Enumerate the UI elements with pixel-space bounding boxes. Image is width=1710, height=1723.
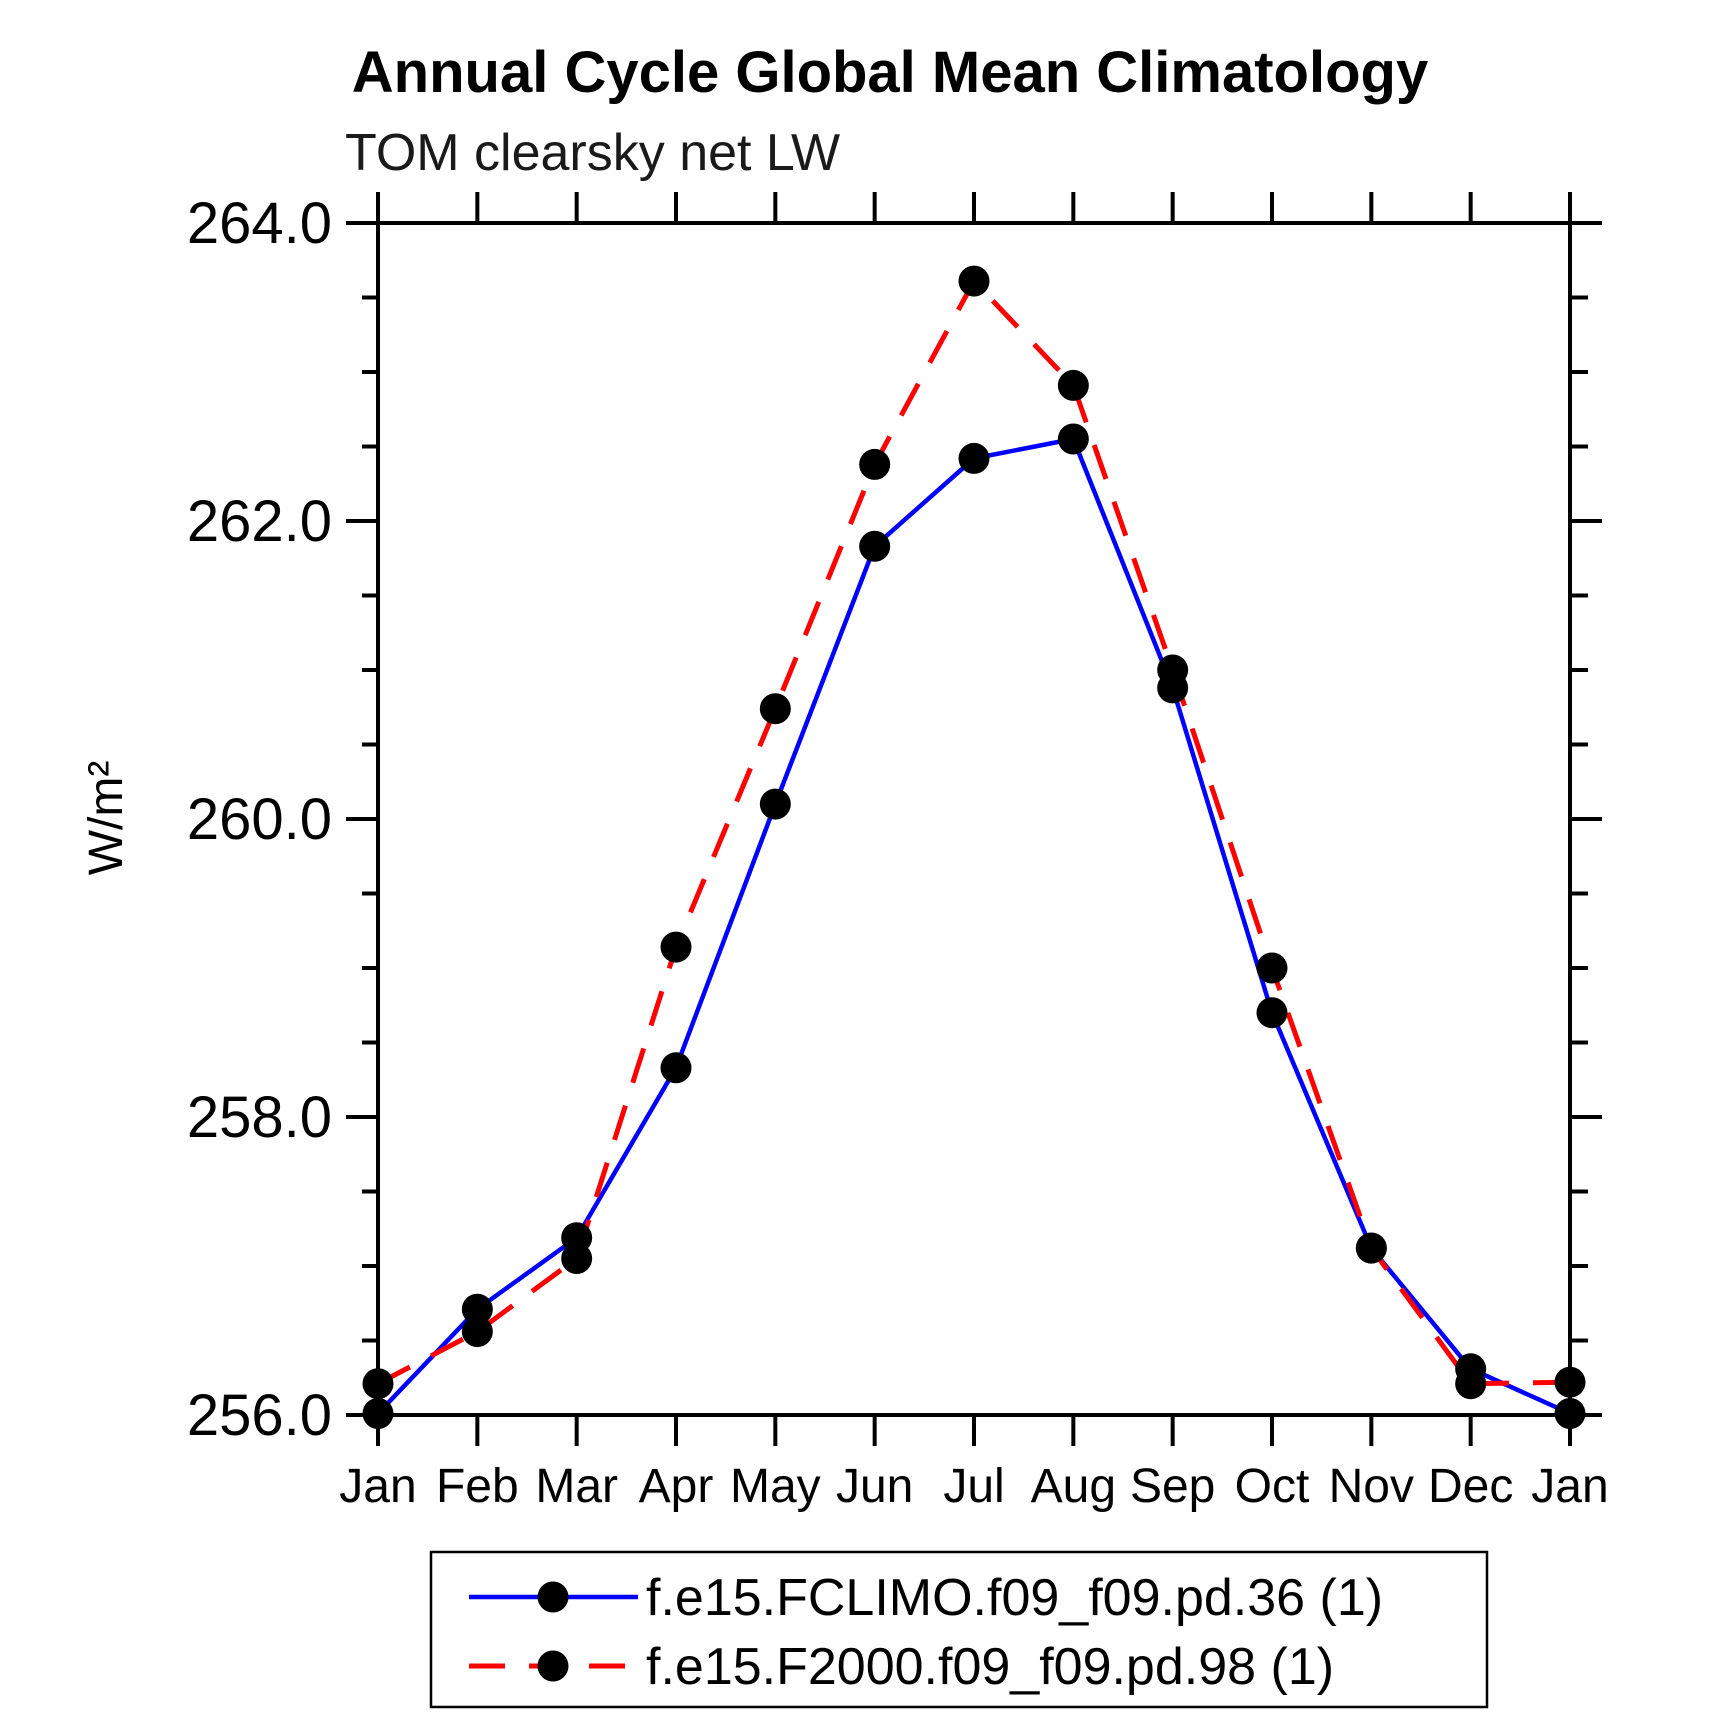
plot-border (376, 221, 1572, 1417)
data-point-marker (1455, 1368, 1487, 1400)
x-tick-label: Sep (1130, 1460, 1215, 1513)
data-point-marker (1157, 654, 1189, 686)
data-point-marker (1554, 1366, 1586, 1398)
axes (376, 221, 1572, 1417)
data-point-marker (1256, 952, 1288, 984)
x-tick-label: Jul (943, 1460, 1004, 1513)
y-tick-label: 258.0 (187, 1085, 332, 1150)
data-point-marker (759, 788, 791, 820)
y-axis-title: W/m² (80, 761, 133, 876)
x-axis-ticks: Jan Feb Mar Apr May Jun Jul Aug Sep Oct Nov Dec Jan (339, 192, 1609, 1513)
data-point-marker (461, 1316, 493, 1348)
legend-label: f.e15.FCLIMO.f09_f09.pd.36 (1) (646, 1569, 1383, 1627)
data-point-marker (958, 442, 990, 474)
x-tick-label: Dec (1428, 1460, 1513, 1513)
x-tick-label: Jan (1531, 1460, 1608, 1513)
data-point-marker (759, 693, 791, 725)
data-point-marker (362, 1398, 394, 1429)
data-point-marker (561, 1243, 593, 1274)
legend: f.e15.FCLIMO.f09_f09.pd.36 (1) f.e15.F200… (429, 1550, 1489, 1709)
data-point-marker (660, 1052, 692, 1084)
data-series (362, 265, 1586, 1429)
chart-subtitle: TOM clearsky net LW (345, 124, 840, 182)
x-tick-label: Oct (1235, 1460, 1310, 1513)
x-tick-label: Nov (1329, 1460, 1414, 1513)
x-tick-label: Mar (535, 1460, 618, 1513)
y-tick-label: 262.0 (187, 489, 332, 554)
y-axis-ticks: 256.0 258.0 260.0 262.0 264.0 (187, 191, 1602, 1448)
legend-marker (537, 1650, 569, 1682)
legend-marker (537, 1581, 569, 1613)
legend-label: f.e15.F2000.f09_f09.pd.98 (1) (646, 1638, 1334, 1696)
legend-box (429, 1550, 1489, 1709)
data-point-marker (1256, 997, 1288, 1029)
series-line-solid (376, 436, 1571, 1416)
data-point-marker (859, 448, 891, 480)
data-point-marker (461, 1293, 493, 1325)
data-point-marker (1554, 1398, 1586, 1429)
data-point-marker (958, 265, 990, 297)
x-tick-label: Jan (339, 1460, 416, 1513)
data-point-marker (1057, 369, 1089, 401)
data-point-marker (859, 530, 891, 562)
x-tick-label: Aug (1031, 1460, 1116, 1513)
data-point-marker (660, 931, 692, 963)
chart-title: Annual Cycle Global Mean Climatology (352, 40, 1428, 105)
x-tick-label: Apr (639, 1460, 714, 1513)
data-point-marker (362, 1368, 394, 1400)
legend-item: f.e15.FCLIMO.f09_f09.pd.36 (1) (469, 1569, 1383, 1627)
legend-item: f.e15.F2000.f09_f09.pd.98 (1) (469, 1638, 1334, 1696)
y-tick-label: 260.0 (187, 787, 332, 852)
x-tick-label: Jun (836, 1460, 913, 1513)
x-tick-label: Feb (436, 1460, 519, 1513)
x-tick-label: May (730, 1460, 821, 1513)
data-point-marker (1057, 423, 1089, 455)
y-tick-label: 264.0 (187, 191, 332, 256)
y-tick-label: 256.0 (187, 1383, 332, 1448)
data-point-marker (1355, 1232, 1387, 1264)
